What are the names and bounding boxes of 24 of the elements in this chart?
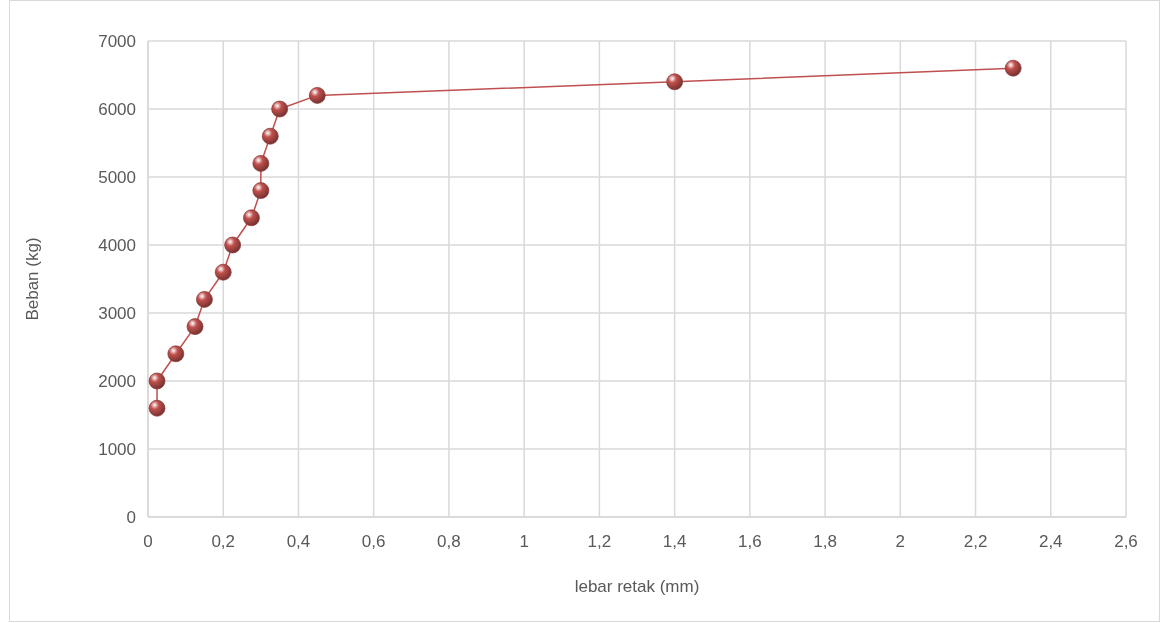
x-tick-label: 0,6 — [361, 532, 386, 551]
x-tick-label: 1 — [519, 532, 529, 551]
y-tick-label: 2000 — [98, 371, 136, 391]
y-tick-label: 4000 — [98, 235, 136, 255]
y-tick-label: 3000 — [98, 303, 136, 323]
x-tick-label: 1,8 — [813, 532, 837, 551]
y-tick-label: 6000 — [98, 99, 136, 119]
x-tick-label: 2,4 — [1038, 532, 1063, 551]
x-tick-label: 2,6 — [1114, 532, 1138, 551]
x-tick-label: 2,2 — [963, 532, 988, 551]
y-tick-label: 0 — [126, 507, 136, 527]
x-tick-label: 2 — [895, 532, 906, 551]
x-tick-label: 1,4 — [662, 532, 687, 551]
x-axis-title: lebar retak (mm) — [574, 577, 700, 596]
x-tick-label: 1,2 — [587, 532, 612, 551]
x-tick-label: 0 — [143, 532, 153, 551]
y-tick-label: 5000 — [98, 167, 136, 187]
x-tick-label: 0,4 — [286, 532, 311, 551]
x-tick-label: 0,2 — [211, 532, 236, 551]
y-tick-label: 1000 — [98, 439, 136, 459]
y-tick-label: 7000 — [98, 31, 136, 51]
x-tick-label: 0,8 — [437, 532, 461, 551]
x-tick-label: 1,6 — [738, 532, 762, 551]
y-axis-title: Beban (kg) — [23, 237, 42, 321]
